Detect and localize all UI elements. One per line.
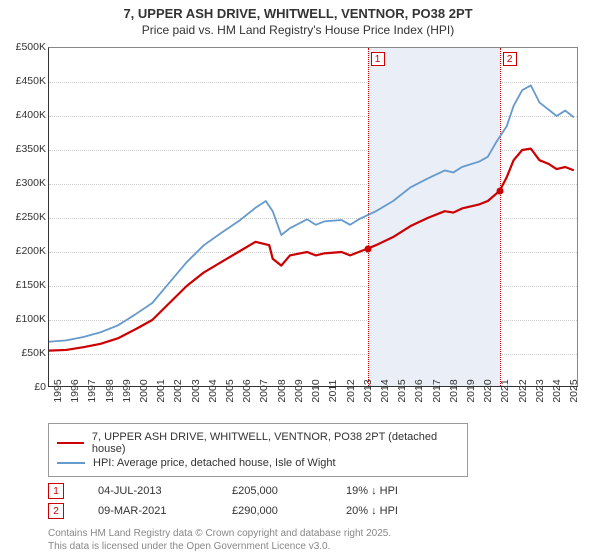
chart-title: 7, UPPER ASH DRIVE, WHITWELL, VENTNOR, P…	[6, 6, 590, 21]
y-axis-label: £200K	[6, 245, 46, 257]
legend-label: 7, UPPER ASH DRIVE, WHITWELL, VENTNOR, P…	[92, 431, 459, 455]
x-axis-label: 2011	[327, 380, 339, 403]
x-axis-label: 2023	[534, 379, 546, 402]
y-axis-label: £100K	[6, 313, 46, 325]
marker-badge: 2	[48, 503, 64, 519]
x-axis-label: 2006	[241, 379, 253, 402]
y-axis-label: £400K	[6, 109, 46, 121]
x-axis-label: 1997	[86, 379, 98, 402]
y-axis-label: £350K	[6, 143, 46, 155]
x-axis-label: 2024	[551, 379, 563, 402]
marker-date: 09-MAR-2021	[98, 505, 198, 517]
x-axis-label: 2015	[396, 379, 408, 402]
chart-subtitle: Price paid vs. HM Land Registry's House …	[6, 23, 590, 37]
series-line	[49, 85, 574, 341]
x-axis-label: 2009	[293, 379, 305, 402]
y-axis-label: £50K	[6, 347, 46, 359]
marker-price: £205,000	[232, 485, 312, 497]
x-axis-label: 2008	[276, 379, 288, 402]
x-axis-label: 2001	[155, 379, 167, 402]
x-axis-label: 1995	[52, 379, 64, 402]
x-axis-label: 2002	[172, 379, 184, 402]
legend: 7, UPPER ASH DRIVE, WHITWELL, VENTNOR, P…	[48, 423, 468, 477]
plot: 12	[48, 47, 578, 387]
x-axis-label: 2004	[207, 379, 219, 402]
x-axis-label: 2000	[138, 379, 150, 402]
x-axis-label: 2005	[224, 379, 236, 402]
marker-delta: 20% ↓ HPI	[346, 505, 398, 517]
marker-badge: 1	[48, 483, 64, 499]
y-axis-label: £500K	[6, 41, 46, 53]
legend-swatch	[57, 462, 85, 464]
x-axis-label: 2025	[568, 379, 580, 402]
x-axis-label: 1998	[104, 379, 116, 402]
x-axis-label: 1999	[121, 379, 133, 402]
marker-table-row: 1 04-JUL-2013 £205,000 19% ↓ HPI	[48, 483, 590, 499]
marker-date: 04-JUL-2013	[98, 485, 198, 497]
footnote-line: Contains HM Land Registry data © Crown c…	[48, 527, 590, 540]
x-axis-label: 2020	[482, 379, 494, 402]
x-axis-label: 2014	[379, 379, 391, 402]
legend-label: HPI: Average price, detached house, Isle…	[93, 457, 336, 469]
x-axis-label: 1996	[69, 379, 81, 402]
marker-table: 1 04-JUL-2013 £205,000 19% ↓ HPI 2 09-MAR-202…	[48, 483, 590, 519]
x-axis-label: 2018	[448, 379, 460, 402]
x-axis-label: 2007	[258, 379, 270, 402]
footnote: Contains HM Land Registry data © Crown c…	[48, 527, 590, 553]
y-axis-label: £150K	[6, 279, 46, 291]
series-line	[49, 149, 574, 351]
x-axis-label: 2016	[413, 379, 425, 402]
marker-price: £290,000	[232, 505, 312, 517]
x-axis-label: 2003	[190, 379, 202, 402]
footnote-line: This data is licensed under the Open Gov…	[48, 540, 590, 553]
y-axis-label: £250K	[6, 211, 46, 223]
x-axis-label: 2021	[499, 379, 511, 402]
x-axis-label: 2012	[345, 379, 357, 402]
x-axis-label: 2013	[362, 379, 374, 402]
x-axis-label: 2019	[465, 379, 477, 402]
series-layer	[49, 48, 577, 386]
legend-item: HPI: Average price, detached house, Isle…	[57, 457, 459, 469]
x-axis-label: 2010	[310, 379, 322, 402]
x-axis-label: 2017	[431, 379, 443, 402]
y-axis-label: £300K	[6, 177, 46, 189]
marker-table-row: 2 09-MAR-2021 £290,000 20% ↓ HPI	[48, 503, 590, 519]
marker-delta: 19% ↓ HPI	[346, 485, 398, 497]
chart-area: 12 £0 £50K £100K £150K £200K £250K £300K £350K £…	[6, 43, 586, 413]
y-axis-label: £450K	[6, 75, 46, 87]
y-axis-label: £0	[6, 381, 46, 393]
legend-item: 7, UPPER ASH DRIVE, WHITWELL, VENTNOR, P…	[57, 431, 459, 455]
legend-swatch	[57, 442, 84, 444]
x-axis-label: 2022	[517, 379, 529, 402]
